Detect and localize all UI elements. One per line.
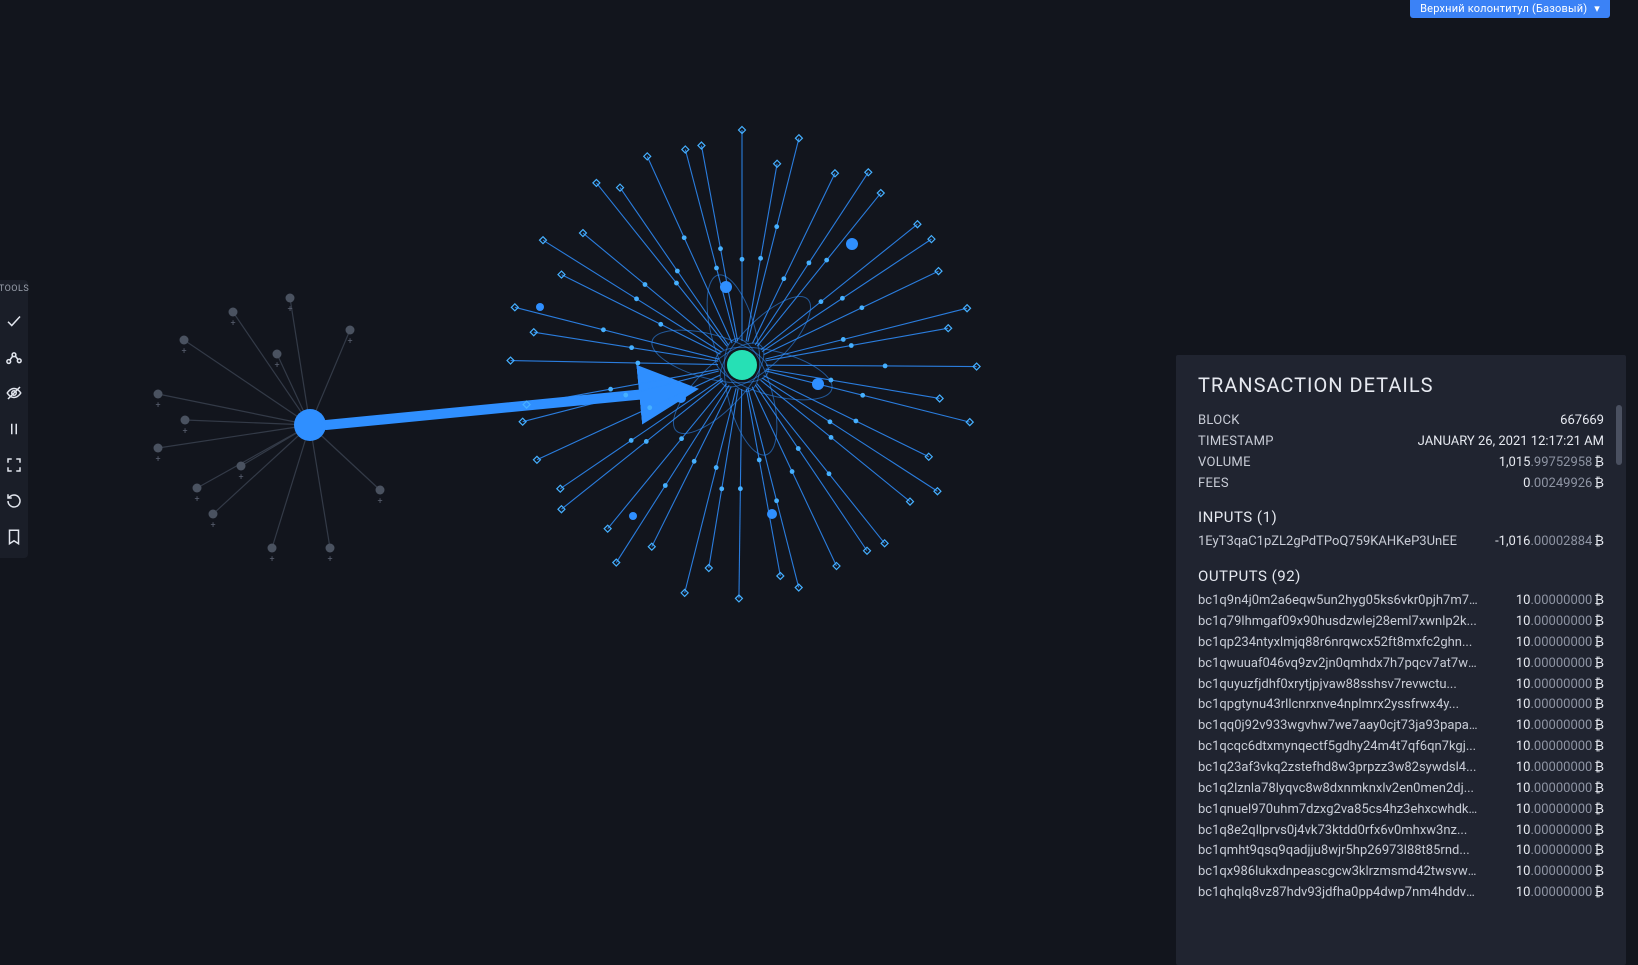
output-row[interactable]: bc1q8e2qllprvs0j4vk73ktdd0rfx6v0mhxw3nz.… xyxy=(1198,821,1604,842)
address: bc1q79lhmgaf09x90husdzwlej28eml7xwnlp2k.… xyxy=(1198,613,1477,632)
output-row[interactable]: bc1q79lhmgaf09x90husdzwlej28eml7xwnlp2k.… xyxy=(1198,612,1604,633)
address: bc1qcqc6dtxmynqectf5gdhy24m4t7qf6qn7kgj.… xyxy=(1198,738,1476,757)
address: bc1qhqlq8vz87hdv93jdfha0pp4dwp7nm4hddvv.… xyxy=(1198,884,1478,903)
summary-row: BLOCK 667669 xyxy=(1198,411,1604,432)
amount-value: 10.00000000₿ xyxy=(1516,696,1604,715)
output-row[interactable]: bc1qpgtynu43rllcnrxnve4nplmrx2yssfrwx4y.… xyxy=(1198,695,1604,716)
summary-row: TIMESTAMP JANUARY 26, 2021 12:17:21 AM xyxy=(1198,432,1604,453)
summary-label: FEES xyxy=(1198,475,1229,494)
amount-value: 10.00000000₿ xyxy=(1516,592,1604,611)
amount-value: 10.00000000₿ xyxy=(1516,884,1604,903)
output-row[interactable]: bc1qhqlq8vz87hdv93jdfha0pp4dwp7nm4hddvv.… xyxy=(1198,883,1604,904)
svg-text:+: + xyxy=(274,361,279,371)
svg-text:+: + xyxy=(327,555,332,565)
output-row[interactable]: bc1qcqc6dtxmynqectf5gdhy24m4t7qf6qn7kgj.… xyxy=(1198,737,1604,758)
amount-value: JANUARY 26, 2021 12:17:21 AM xyxy=(1418,433,1604,452)
amount-value: 10.00000000₿ xyxy=(1516,613,1604,632)
summary-label: VOLUME xyxy=(1198,454,1251,473)
output-row[interactable]: bc1q23af3vkq2zstefhd8w3prpzz3w82sywdsl4.… xyxy=(1198,758,1604,779)
svg-text:+: + xyxy=(347,337,352,347)
output-row[interactable]: bc1qnuel970uhm7dzxg2va85cs4hz3ehxcwhdkp.… xyxy=(1198,800,1604,821)
svg-text:+: + xyxy=(287,305,292,315)
svg-text:+: + xyxy=(155,401,160,411)
output-row[interactable]: bc1quyuzfjdhf0xrytjpjvaw88sshsv7revwctu.… xyxy=(1198,675,1604,696)
address: bc1quyuzfjdhf0xrytjpjvaw88sshsv7revwctu.… xyxy=(1198,676,1457,695)
output-row[interactable]: bc1q2lznla78lyqvc8w8dxnmknxlv2en0men2dj.… xyxy=(1198,779,1604,800)
address: bc1qx986lukxdnpeascgcw3klrzmsmd42twsvwy.… xyxy=(1198,863,1478,882)
amount-value: 10.00000000₿ xyxy=(1516,655,1604,674)
address: bc1qmht9qsq9qadjju8wjr5hp26973l88t85rnd.… xyxy=(1198,842,1470,861)
address: bc1q9n4j0m2a6eqw5un2hyg05ks6vkr0pjh7m7u.… xyxy=(1198,592,1478,611)
address: bc1qwuuaf046vq9zv2jn0qmhdx7h7pqcv7at7wn.… xyxy=(1198,655,1478,674)
amount-value: 667669 xyxy=(1560,412,1604,431)
amount-value: 10.00000000₿ xyxy=(1516,801,1604,820)
amount-value: 10.00000000₿ xyxy=(1516,759,1604,778)
amount-value: 10.00000000₿ xyxy=(1516,676,1604,695)
output-row[interactable]: bc1qp234ntyxlmjq88r6nrqwcx52ft8mxfc2ghn.… xyxy=(1198,633,1604,654)
svg-text:+: + xyxy=(377,497,382,507)
svg-text:+: + xyxy=(238,473,243,483)
output-row[interactable]: bc1q9n4j0m2a6eqw5un2hyg05ks6vkr0pjh7m7u.… xyxy=(1198,591,1604,612)
input-row[interactable]: 1EyT3qaC1pZL2gPdTPoQ759KAHKeP3UnEE -1,016… xyxy=(1198,532,1604,553)
panel-title: TRANSACTION DETAILS xyxy=(1198,373,1604,397)
amount-value: 10.00000000₿ xyxy=(1516,717,1604,736)
transaction-details-panel: TRANSACTION DETAILS BLOCK667669TIMESTAMP… xyxy=(1176,355,1626,965)
address: 1EyT3qaC1pZL2gPdTPoQ759KAHKeP3UnEE xyxy=(1198,533,1457,552)
inputs-title: INPUTS (1) xyxy=(1198,508,1604,526)
svg-text:+: + xyxy=(210,521,215,531)
amount-value: 10.00000000₿ xyxy=(1516,738,1604,757)
summary-row: VOLUME 1,015.99752958₿ xyxy=(1198,453,1604,474)
svg-text:+: + xyxy=(269,555,274,565)
address: bc1qq0j92v933wgvhw7we7aay0cjt73ja93papa.… xyxy=(1198,717,1478,736)
svg-text:+: + xyxy=(230,319,235,329)
address: bc1q2lznla78lyqvc8w8dxnmknxlv2en0men2dj.… xyxy=(1198,780,1474,799)
svg-text:+: + xyxy=(181,347,186,357)
amount-value: 0.00249926₿ xyxy=(1523,475,1604,494)
amount-value: 10.00000000₿ xyxy=(1516,634,1604,653)
amount-value: 10.00000000₿ xyxy=(1516,842,1604,861)
amount-value: 10.00000000₿ xyxy=(1516,780,1604,799)
svg-text:+: + xyxy=(155,455,160,465)
outputs-title: OUTPUTS (92) xyxy=(1198,567,1604,585)
output-row[interactable]: bc1qx986lukxdnpeascgcw3klrzmsmd42twsvwy.… xyxy=(1198,862,1604,883)
output-row[interactable]: bc1qmht9qsq9qadjju8wjr5hp26973l88t85rnd.… xyxy=(1198,841,1604,862)
amount-value: 1,015.99752958₿ xyxy=(1499,454,1604,473)
amount-value: 10.00000000₿ xyxy=(1516,863,1604,882)
summary-row: FEES 0.00249926₿ xyxy=(1198,474,1604,495)
output-row[interactable]: bc1qwuuaf046vq9zv2jn0qmhdx7h7pqcv7at7wn.… xyxy=(1198,654,1604,675)
panel-scrollbar[interactable] xyxy=(1616,405,1622,465)
amount-value: 10.00000000₿ xyxy=(1516,822,1604,841)
address: bc1q23af3vkq2zstefhd8w3prpzz3w82sywdsl4.… xyxy=(1198,759,1476,778)
address: bc1q8e2qllprvs0j4vk73ktdd0rfx6v0mhxw3nz.… xyxy=(1198,822,1467,841)
svg-text:+: + xyxy=(182,427,187,437)
output-row[interactable]: bc1qq0j92v933wgvhw7we7aay0cjt73ja93papa.… xyxy=(1198,716,1604,737)
amount-value: -1,016.00002884₿ xyxy=(1495,533,1604,552)
address: bc1qp234ntyxlmjq88r6nrqwcx52ft8mxfc2ghn.… xyxy=(1198,634,1472,653)
svg-text:+: + xyxy=(194,495,199,505)
summary-label: TIMESTAMP xyxy=(1198,433,1274,452)
summary-label: BLOCK xyxy=(1198,412,1240,431)
address: bc1qpgtynu43rllcnrxnve4nplmrx2yssfrwx4y.… xyxy=(1198,696,1459,715)
address: bc1qnuel970uhm7dzxg2va85cs4hz3ehxcwhdkp.… xyxy=(1198,801,1478,820)
